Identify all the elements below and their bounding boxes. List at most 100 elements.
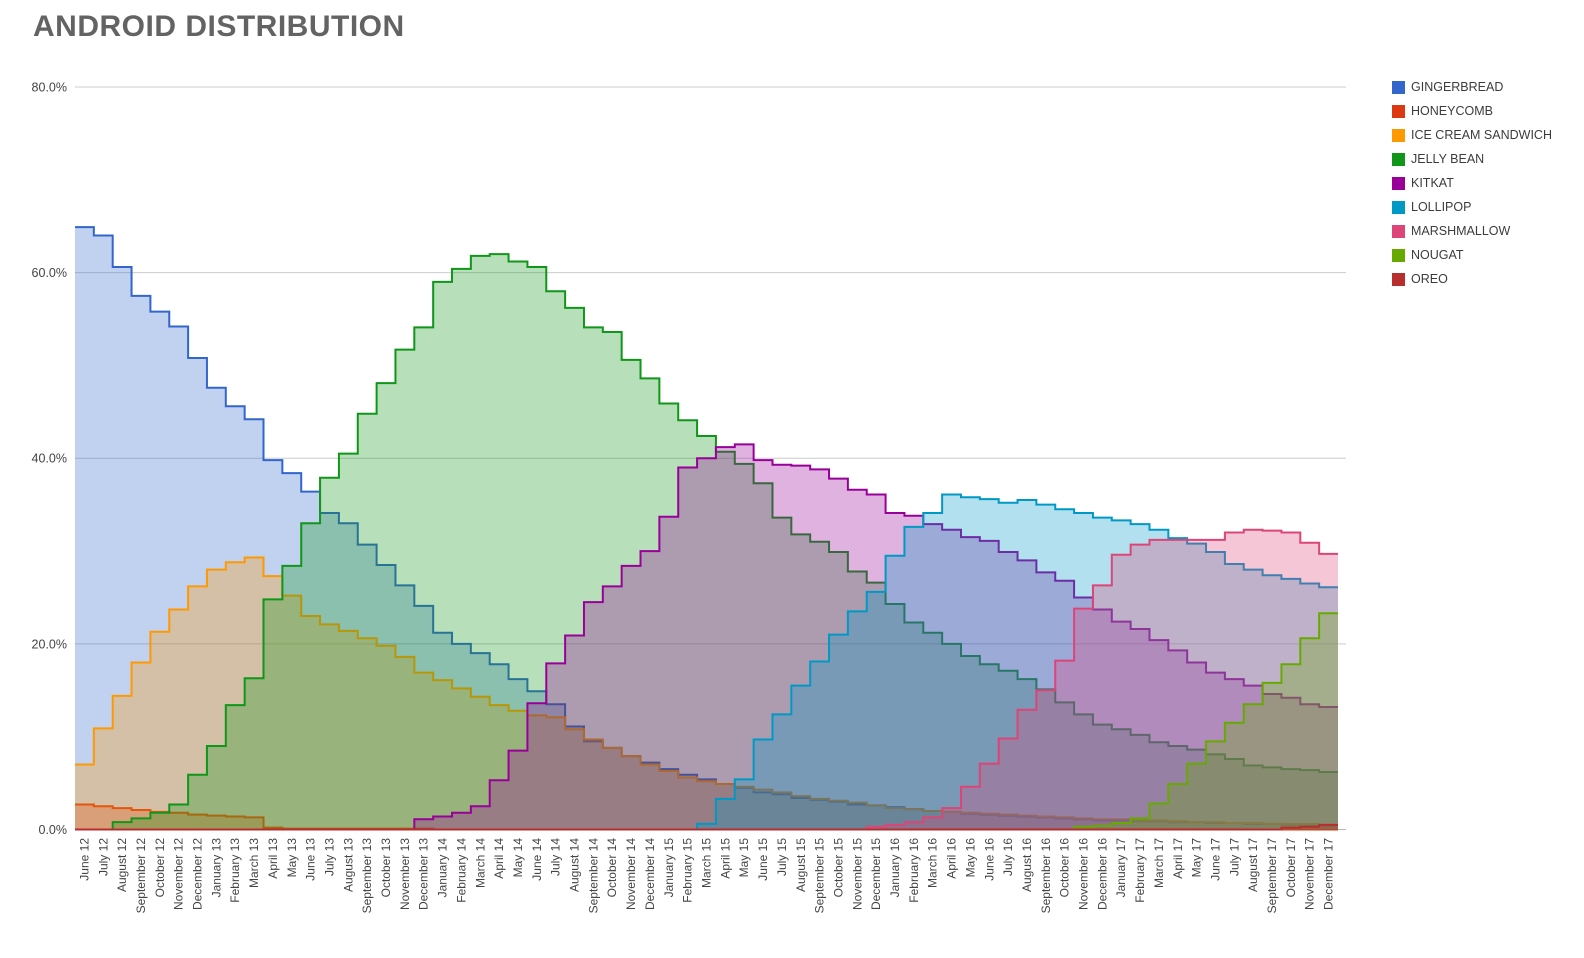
legend-label: ICE CREAM SANDWICH [1411,128,1552,142]
x-axis-label: April 16 [945,838,959,879]
legend-color-swatch [1392,249,1405,262]
legend-label: OREO [1411,272,1448,286]
series-area-jelly-bean[interactable] [75,254,1338,830]
y-axis-label: 80.0% [32,80,67,94]
x-axis-label: May 16 [963,838,977,878]
x-axis-label: August 15 [794,838,808,892]
x-axis-label: September 14 [586,838,600,914]
page-title: ANDROID DISTRIBUTION [33,10,405,43]
x-axis-label: July 17 [1227,838,1241,876]
x-axis-label: December 13 [417,838,431,910]
series-area-nougat[interactable] [75,613,1338,830]
legend-item-ice-cream-sandwich: ICE CREAM SANDWICH [1392,129,1552,142]
x-axis-label: October 15 [831,838,845,898]
x-axis-label: July 14 [549,838,563,876]
x-axis-label: April 17 [1171,838,1185,879]
x-axis-label: November 17 [1303,838,1317,910]
x-axis-label: October 16 [1058,838,1072,898]
x-axis-label: February 13 [228,838,242,903]
legend-color-swatch [1392,153,1405,166]
x-axis-label: March 17 [1152,838,1166,888]
x-axis-label: April 14 [492,838,506,879]
legend-item-marshmallow: MARSHMALLOW [1392,225,1552,238]
series-area-honeycomb[interactable] [75,804,1338,830]
x-axis-label: November 13 [398,838,412,910]
series-area-ice-cream-sandwich[interactable] [75,557,1338,830]
x-axis-label: March 14 [473,838,487,888]
x-axis-label: July 13 [322,838,336,876]
x-axis-label: August 17 [1246,838,1260,892]
legend-color-swatch [1392,129,1405,142]
x-axis-label: October 17 [1284,838,1298,898]
legend-item-kitkat: KITKAT [1392,177,1552,190]
legend-label: GINGERBREAD [1411,80,1504,94]
legend-label: HONEYCOMB [1411,104,1493,118]
x-axis-label: June 16 [982,838,996,881]
legend-label: JELLY BEAN [1411,152,1485,166]
series-line-kitkat[interactable] [75,443,1338,831]
x-axis-label: August 13 [341,838,355,892]
x-axis-label: October 13 [379,838,393,898]
x-axis-label: June 12 [77,838,91,881]
x-axis-label: July 12 [96,838,110,876]
x-axis-label: January 15 [662,838,676,898]
x-axis-label: July 15 [775,838,789,876]
x-axis-label: November 15 [850,838,864,910]
series-line-jelly-bean[interactable] [75,253,1338,831]
x-axis-label: December 15 [869,838,883,910]
legend-color-swatch [1392,225,1405,238]
series-area-gingerbread[interactable] [75,227,1338,830]
x-axis-label: September 15 [813,838,827,914]
x-axis-label: May 17 [1190,838,1204,878]
x-axis-label: October 14 [605,838,619,898]
x-axis-label: December 17 [1322,838,1336,910]
series-line-oreo[interactable] [75,823,1338,831]
legend-color-swatch [1392,177,1405,190]
x-axis-label: January 17 [1114,838,1128,898]
x-axis-label: November 12 [172,838,186,910]
legend-item-jelly-bean: JELLY BEAN [1392,153,1552,166]
x-axis-label: July 16 [1001,838,1015,876]
x-axis-label: March 16 [926,838,940,888]
legend-item-lollipop: LOLLIPOP [1392,201,1552,214]
y-axis-label: 60.0% [32,266,67,280]
x-axis-label: January 14 [436,838,450,898]
legend-color-swatch [1392,105,1405,118]
series-area-marshmallow[interactable] [75,529,1338,830]
legend-label: LOLLIPOP [1411,200,1472,214]
x-axis-label: December 12 [191,838,205,910]
legend-label: KITKAT [1411,176,1454,190]
x-axis-label: September 13 [360,838,374,914]
x-axis-label: January 16 [888,838,902,898]
x-axis-label: May 13 [285,838,299,878]
x-axis-label: August 14 [568,838,582,892]
x-axis-label: September 12 [134,838,148,914]
legend-item-honeycomb: HONEYCOMB [1392,105,1552,118]
legend-item-nougat: NOUGAT [1392,249,1552,262]
x-axis-label: February 16 [907,838,921,903]
x-axis-label: August 16 [1020,838,1034,892]
x-axis-label: March 13 [247,838,261,888]
x-axis-label: June 13 [304,838,318,881]
series-area-lollipop[interactable] [75,494,1338,830]
x-axis-label: November 16 [1077,838,1091,910]
x-axis-label: March 15 [700,838,714,888]
x-axis-label: May 14 [511,838,525,878]
x-axis-label: August 12 [115,838,129,892]
series-area-kitkat[interactable] [75,444,1338,830]
x-axis-label: February 15 [681,838,695,903]
x-axis-label: June 17 [1208,838,1222,881]
y-axis-label: 0.0% [39,823,68,837]
x-axis-label: February 17 [1133,838,1147,903]
x-axis-label: May 15 [737,838,751,878]
x-axis-label: April 15 [718,838,732,879]
legend-color-swatch [1392,201,1405,214]
x-axis-label: February 14 [454,838,468,903]
legend-item-oreo: OREO [1392,273,1552,286]
legend-label: NOUGAT [1411,248,1464,262]
x-axis-label: June 14 [530,838,544,881]
x-axis-label: January 13 [209,838,223,898]
y-axis-label: 40.0% [32,452,67,466]
